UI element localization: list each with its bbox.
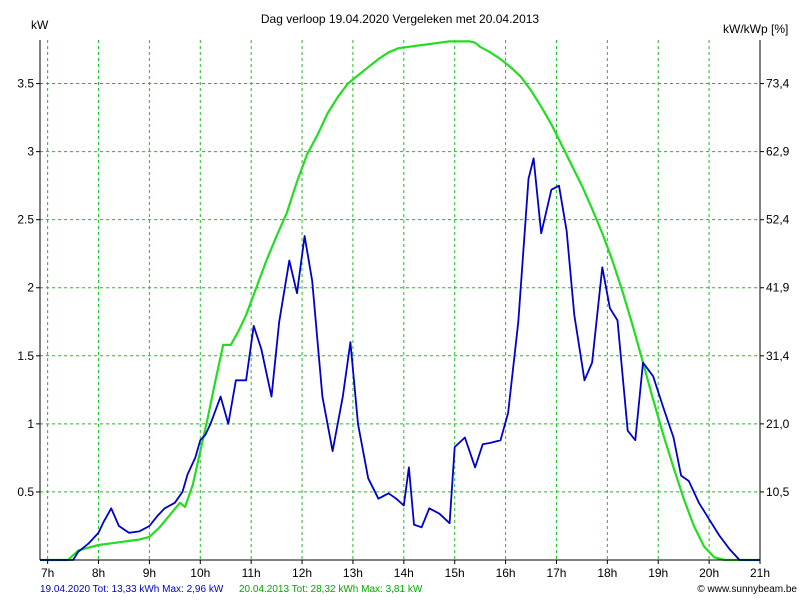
series-line-20-04-2013	[40, 40, 760, 562]
y-left-tick-label-4: 2.5	[17, 213, 34, 227]
x-tick-label-6: 13h	[343, 566, 363, 580]
x-tick-label-8: 15h	[445, 566, 465, 580]
x-tick-label-9: 16h	[496, 566, 516, 580]
grid-layer	[40, 40, 760, 560]
right-axis-unit-label: kW/kWp [%]	[723, 22, 788, 36]
y-left-tick-label-2: 1.5	[17, 349, 34, 363]
y-right-tick-label-6: 73,4	[766, 77, 790, 91]
footer-blue-summary: 19.04.2020 Tot: 13,33 kWh Max: 2,96 kW	[40, 584, 224, 595]
y-right-tick-label-2: 31,4	[766, 349, 790, 363]
x-tick-label-13: 20h	[699, 566, 719, 580]
series-layer	[40, 40, 760, 562]
x-tick-label-2: 9h	[143, 566, 156, 580]
y-right-tick-label-4: 52,4	[766, 213, 790, 227]
tick-layer	[36, 83, 764, 564]
x-tick-label-1: 8h	[92, 566, 105, 580]
chart-title: Dag verloop 19.04.2020 Vergeleken met 20…	[261, 12, 540, 26]
x-tick-label-12: 19h	[648, 566, 668, 580]
y-left-tick-label-3: 2	[27, 281, 34, 295]
y-right-tick-label-3: 41,9	[766, 281, 790, 295]
y-left-tick-label-5: 3	[27, 145, 34, 159]
x-tick-label-11: 18h	[597, 566, 617, 580]
y-left-tick-label-6: 3.5	[17, 77, 34, 91]
y-left-tick-label-0: 0.5	[17, 485, 34, 499]
x-tick-label-3: 10h	[190, 566, 210, 580]
x-tick-label-4: 11h	[242, 566, 261, 580]
left-axis-unit-label: kW	[31, 18, 49, 32]
y-right-tick-label-5: 62,9	[766, 145, 790, 159]
x-tick-label-5: 12h	[292, 566, 312, 580]
label-layer: 7h 8h 9h 10h 11h 12h 13h 14h 15h 16h 17h 18h 19h 20h 2…	[17, 77, 789, 580]
footer-credit: © www.sunnybeam.be	[697, 584, 797, 595]
x-tick-label-0: 7h	[41, 566, 54, 580]
x-tick-label-14: 21h	[750, 566, 770, 580]
y-right-tick-label-0: 10,5	[766, 485, 790, 499]
x-tick-label-10: 17h	[546, 566, 566, 580]
y-right-tick-label-1: 21,0	[766, 417, 790, 431]
series-line-19-04-2020	[40, 157, 760, 561]
footer-green-summary: 20.04.2013 Tot: 28,32 kWh Max: 3,81 kW	[239, 584, 423, 595]
y-left-tick-label-1: 1	[27, 417, 34, 431]
x-tick-label-7: 14h	[394, 566, 414, 580]
